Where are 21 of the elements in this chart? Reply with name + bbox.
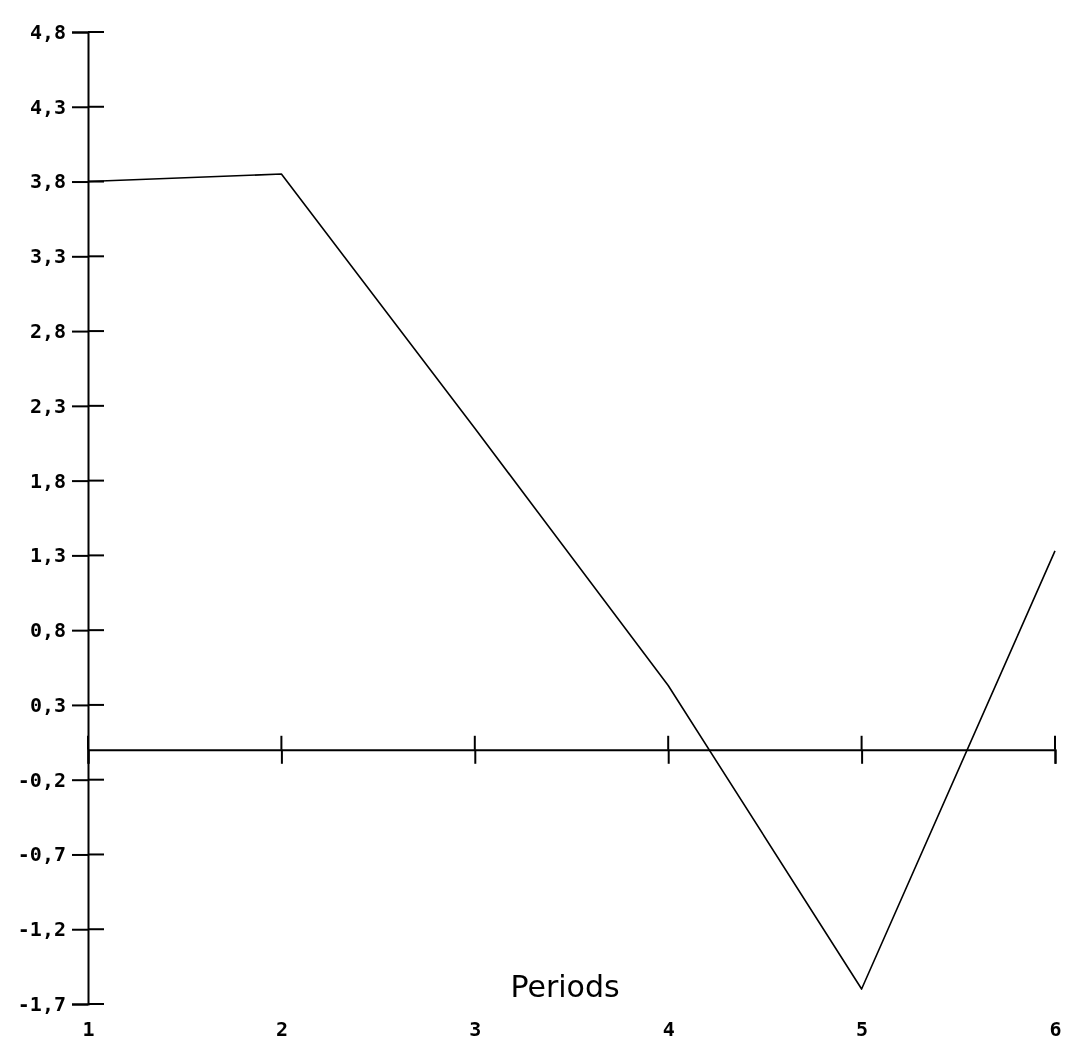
y-tick-label: 0,3: [29, 692, 66, 717]
y-tick-label: 2,8: [29, 318, 66, 343]
y-tick-label: -0,2: [17, 767, 66, 792]
x-tick-label: 3: [469, 1017, 482, 1042]
x-tick-label: 6: [1049, 1017, 1062, 1042]
y-tick-label: 0,8: [29, 618, 66, 643]
y-tick-label: -1,7: [17, 991, 66, 1016]
x-tick-label: 4: [662, 1017, 675, 1042]
y-tick-label: 1,8: [29, 468, 66, 493]
y-tick-label: 4,8: [29, 19, 66, 44]
y-tick-label: -1,2: [17, 917, 66, 942]
y-tick-label: 3,8: [29, 169, 66, 194]
x-tick-label: 5: [856, 1017, 869, 1042]
y-tick-label: 4,3: [29, 94, 66, 119]
y-tick-label: -0,7: [17, 842, 66, 867]
y-tick-label: 3,3: [29, 244, 66, 269]
x-tick-label: 1: [82, 1017, 95, 1042]
y-tick-label: 2,3: [29, 393, 66, 418]
x-axis-title: Periods: [510, 969, 620, 1004]
x-tick-label: 2: [275, 1017, 288, 1042]
y-tick-label: 1,3: [29, 543, 66, 568]
